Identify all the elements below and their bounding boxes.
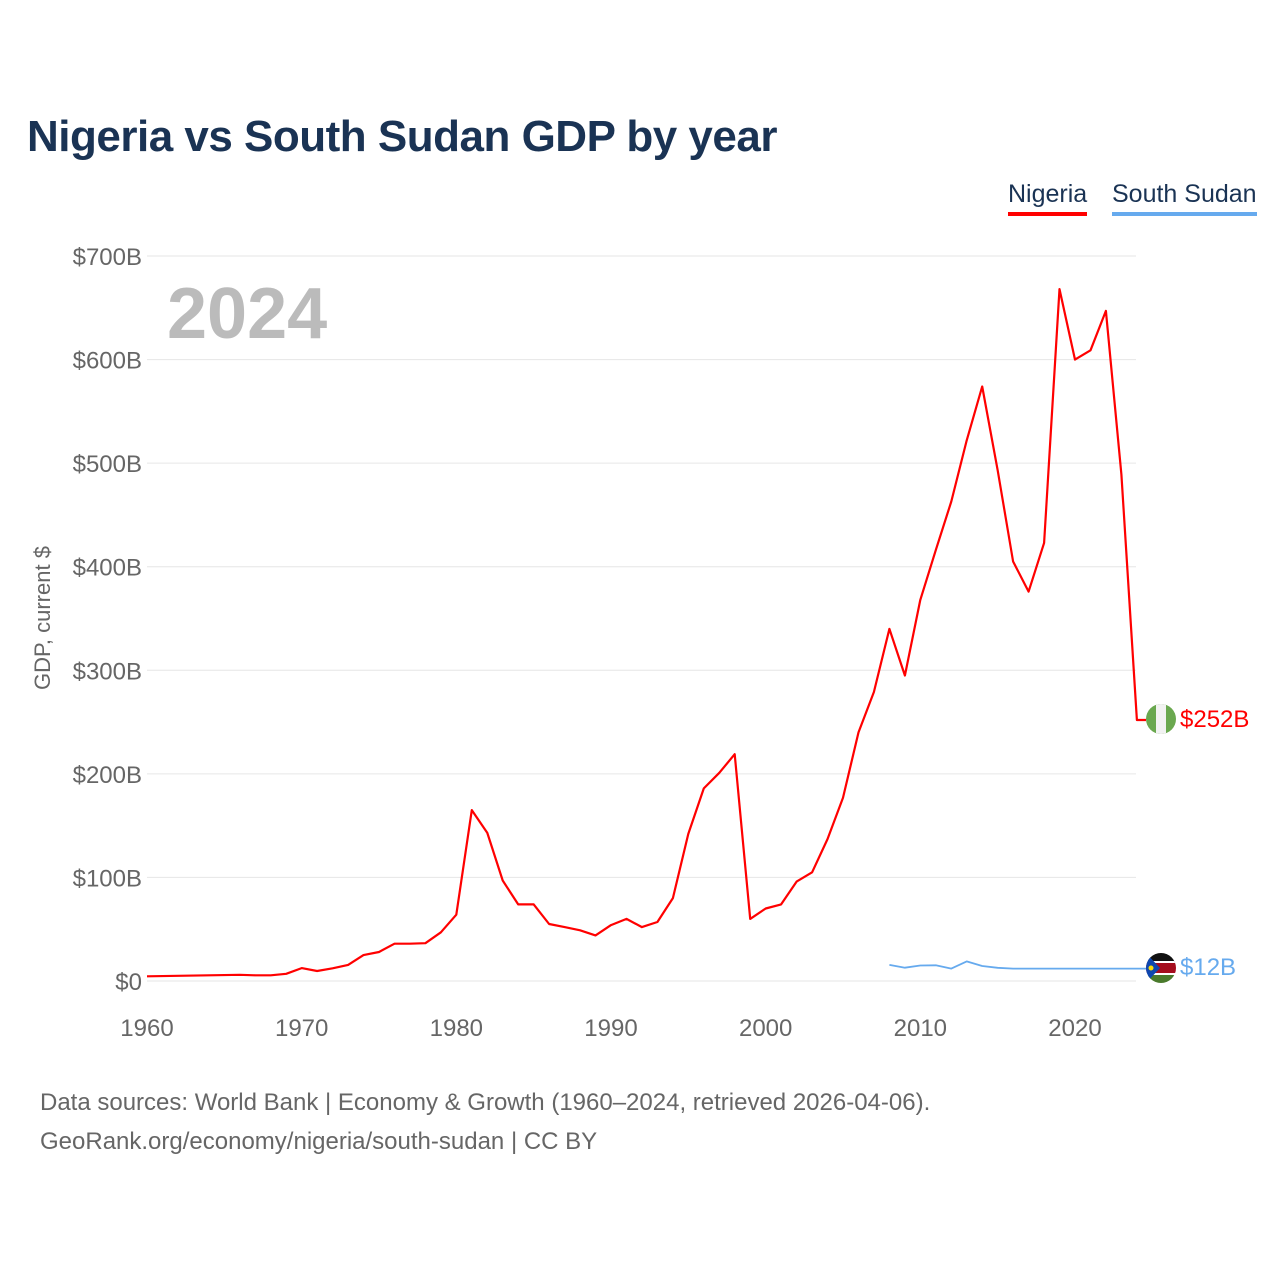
nigeria-end-label: $252B xyxy=(1180,706,1249,733)
footer: Data sources: World Bank | Economy & Gro… xyxy=(40,1083,930,1161)
y-tick-label: $100B xyxy=(73,865,142,892)
y-tick-label: $400B xyxy=(73,555,142,582)
nigeria-line xyxy=(146,288,1146,978)
y-tick-label: $600B xyxy=(73,348,142,375)
y-tick-label: $700B xyxy=(73,244,142,271)
south-sudan-line xyxy=(889,960,1146,970)
y-tick-label: $500B xyxy=(73,451,142,478)
x-tick-label: 1980 xyxy=(430,1015,483,1042)
year-watermark: 2024 xyxy=(167,274,327,354)
chart-title: Nigeria vs South Sudan GDP by year xyxy=(27,112,777,161)
nigeria-flag-icon xyxy=(1146,704,1176,734)
y-tick-label: $300B xyxy=(73,658,142,685)
x-tick-label: 2010 xyxy=(894,1015,947,1042)
legend-nigeria[interactable]: Nigeria xyxy=(1008,180,1088,216)
x-tick-label: 1960 xyxy=(120,1015,173,1042)
x-tick-label: 1990 xyxy=(584,1015,637,1042)
x-tick-label: 2000 xyxy=(739,1015,792,1042)
source-link[interactable]: GeoRank.org/economy/nigeria/south-sudan … xyxy=(40,1128,598,1155)
south-sudan-end-label: $12B xyxy=(1180,954,1236,981)
y-tick-label: $200B xyxy=(73,762,142,789)
y-tick-label: $0 xyxy=(115,969,142,996)
x-tick-label: 2020 xyxy=(1048,1015,1101,1042)
legend-south-sudan[interactable]: South Sudan xyxy=(1112,180,1257,216)
data-source-text: Data sources: World Bank | Economy & Gro… xyxy=(40,1089,931,1116)
x-tick-label: 1970 xyxy=(275,1015,328,1042)
y-axis-label: GDP, current $ xyxy=(30,546,55,690)
south-sudan-flag-icon xyxy=(1146,953,1176,983)
